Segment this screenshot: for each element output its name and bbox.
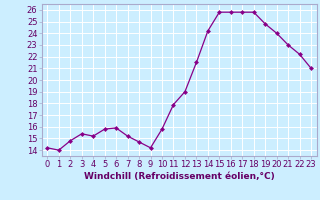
X-axis label: Windchill (Refroidissement éolien,°C): Windchill (Refroidissement éolien,°C) <box>84 172 275 181</box>
